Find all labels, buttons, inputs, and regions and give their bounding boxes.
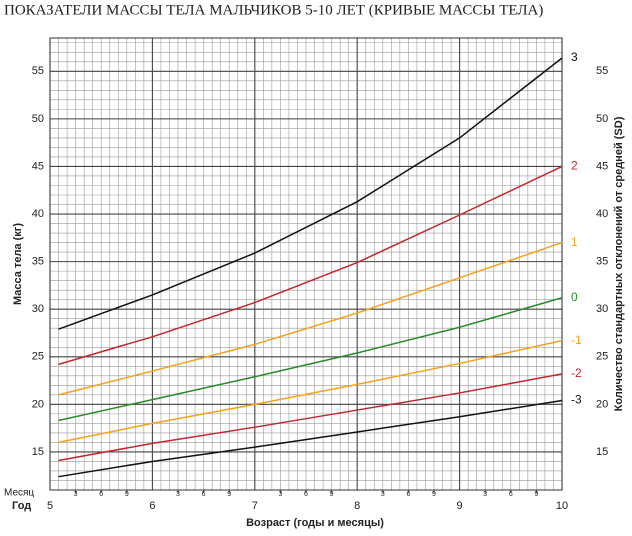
plot-frame (49, 37, 563, 491)
month-tick-label: 6 (509, 491, 513, 498)
y-tick-label: 30 (32, 303, 44, 315)
sd-curve (58, 165, 563, 366)
sd-curve (58, 297, 563, 422)
month-tick-label: 6 (202, 491, 206, 498)
y-tick-label: 40 (32, 208, 44, 220)
x-tick-label: 6 (149, 500, 155, 512)
y-tick-label: 55 (32, 65, 44, 77)
month-tick-label: 9 (125, 491, 129, 498)
month-tick-label: 6 (99, 491, 103, 498)
y2-tick-label: 20 (596, 398, 608, 410)
year-row-label: Год (12, 500, 31, 512)
legend-label: -1 (571, 333, 582, 347)
sd-curve (58, 339, 563, 444)
month-tick-label: 9 (534, 491, 538, 498)
legend-label: 1 (571, 235, 578, 249)
x-axis-label: Возраст (годы и месяцы) (246, 517, 384, 529)
month-tick-label: 3 (74, 491, 78, 498)
x-tick-label: 9 (457, 500, 463, 512)
y-tick-label: 45 (32, 160, 44, 172)
y-tick-label: 50 (32, 113, 44, 125)
month-tick-label: 6 (406, 491, 410, 498)
y-tick-label: 15 (32, 446, 44, 458)
legend-label: 2 (571, 159, 578, 173)
legend-label: -3 (571, 393, 582, 407)
y2-tick-label: 30 (596, 303, 608, 315)
y2-axis-label: Количество стандартных отклонений от сре… (613, 116, 625, 411)
sd-curve (58, 241, 563, 396)
x-tick-label: 5 (47, 500, 53, 512)
sd-curve (58, 373, 563, 462)
month-tick-label: 3 (278, 491, 282, 498)
y2-tick-label: 55 (596, 65, 608, 77)
y-tick-label: 20 (32, 398, 44, 410)
month-tick-label: 6 (304, 491, 308, 498)
chart-title: ПОКАЗАТЕЛИ МАССЫ ТЕЛА МАЛЬЧИКОВ 5-10 ЛЕТ… (4, 2, 543, 18)
x-tick-label: 8 (354, 500, 360, 512)
month-tick-label: 9 (227, 491, 231, 498)
sd-curve (58, 57, 563, 330)
month-tick-label: 3 (483, 491, 487, 498)
legend-label: -2 (571, 366, 582, 380)
sd-curve (58, 399, 563, 478)
y2-tick-label: 45 (596, 160, 608, 172)
x-tick-label: 10 (556, 500, 568, 512)
y-tick-label: 35 (32, 256, 44, 268)
y2-tick-label: 40 (596, 208, 608, 220)
y-axis-label: Масса тела (кг) (12, 223, 24, 305)
y2-tick-label: 25 (596, 351, 608, 363)
y2-tick-label: 15 (596, 446, 608, 458)
legend-label: 0 (571, 290, 578, 304)
month-tick-label: 3 (176, 491, 180, 498)
month-row-label: Месяц (4, 488, 34, 499)
month-tick-label: 9 (432, 491, 436, 498)
month-tick-label: 3 (381, 491, 385, 498)
month-tick-label: 9 (330, 491, 334, 498)
y-tick-label: 25 (32, 351, 44, 363)
y2-tick-label: 35 (596, 256, 608, 268)
y2-tick-label: 50 (596, 113, 608, 125)
legend-label: 3 (571, 50, 578, 64)
x-tick-label: 7 (252, 500, 258, 512)
